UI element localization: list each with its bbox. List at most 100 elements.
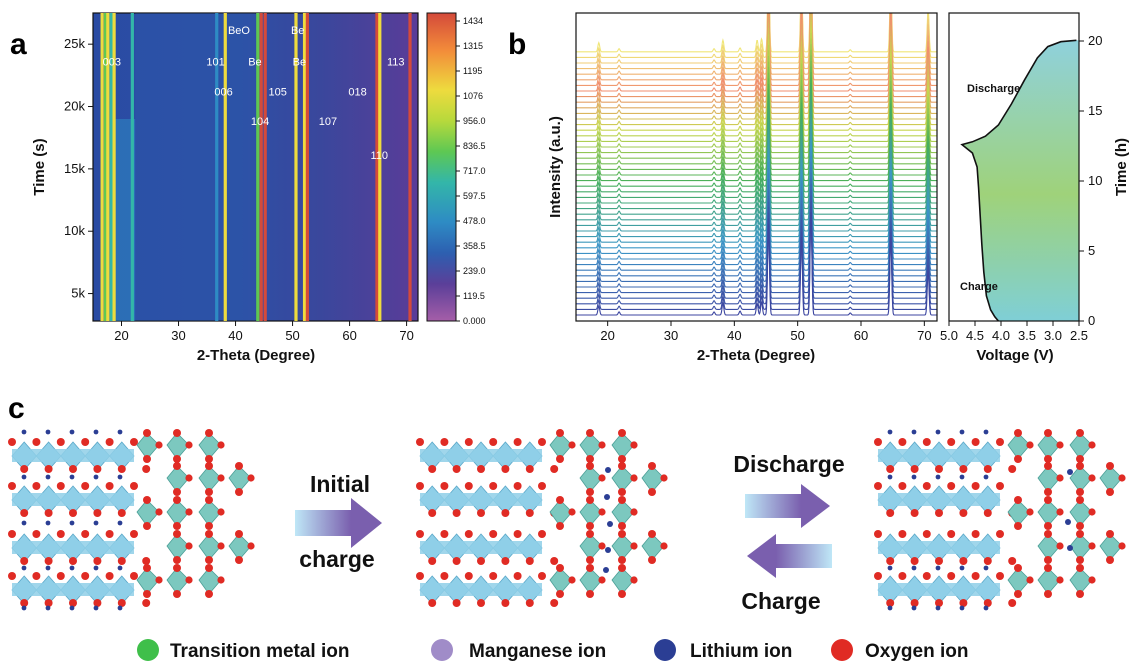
colorbar-tick-0: 1434 xyxy=(463,16,483,26)
layered-initial-li-0 xyxy=(21,429,27,435)
spinel-charged-o1-0-4 xyxy=(556,564,564,572)
spinel-initial-o3-0-4 xyxy=(143,590,151,598)
step-label-charge: Charge xyxy=(741,588,820,614)
spinel-discharged-o2-0-0 xyxy=(1026,441,1034,449)
layered-initial-o-top-0-3 xyxy=(81,438,90,446)
spinel-charged-o1-2-1 xyxy=(618,462,626,470)
spinel-initial-o1-1-4 xyxy=(173,564,181,572)
layered-discharged-o-bot-3-0 xyxy=(886,599,895,607)
layered-discharged-o-bot-0-4 xyxy=(983,465,992,473)
colorbar-tick-5: 836.5 xyxy=(463,141,486,151)
xrd-pattern-35 xyxy=(576,16,937,120)
layered-discharged-o-bot-2-3 xyxy=(959,557,968,565)
spinel-discharged-o3-1-3 xyxy=(1044,556,1052,564)
layered-charged-o-top-0-2 xyxy=(464,438,473,446)
spinel-discharged-o3-2-4 xyxy=(1076,590,1084,598)
layered-discharged-li-0 xyxy=(887,429,893,435)
heatmap-line-12 xyxy=(302,13,307,321)
heatmap-line-5 xyxy=(130,13,134,321)
xrd-pattern-6 xyxy=(576,178,937,282)
layered-initial-o-top-1-0 xyxy=(8,482,16,490)
peak-label-6: 113 xyxy=(387,56,405,68)
spinel-initial-o1-1-2 xyxy=(173,496,181,504)
heatmap-line-14 xyxy=(375,13,379,321)
spinel-charged-o2-0-4 xyxy=(568,576,576,584)
layered-initial-o-top-0-5 xyxy=(130,438,138,446)
layered-discharged-li-11 xyxy=(911,565,917,571)
layered-discharged-li-10 xyxy=(887,565,893,571)
layered-charged-o-bot-3-4 xyxy=(525,599,534,607)
colorbar-tick-1: 1315 xyxy=(463,41,483,51)
layered-initial-o-bot-3-4 xyxy=(117,599,126,607)
layered-discharged-o-top-1-5 xyxy=(996,482,1004,490)
heatmap-line-7 xyxy=(223,13,227,321)
xrd-x-tick-5: 70 xyxy=(917,328,931,343)
layered-initial-o-top-3-4 xyxy=(105,572,114,580)
layered-discharged-li-14 xyxy=(983,565,989,571)
heatmap-line-11 xyxy=(294,13,298,321)
step-label-charge-initial: charge xyxy=(299,546,374,572)
peak-label-11: 107 xyxy=(319,116,337,128)
spinel-initial-o3-3-1 xyxy=(235,488,243,496)
colorbar-tick-9: 358.5 xyxy=(463,241,486,251)
layered-initial-li-18 xyxy=(93,565,99,571)
xrd-pattern-37 xyxy=(576,13,937,109)
layered-discharged-o-bot-3-3 xyxy=(959,599,968,607)
xrd-pattern-2 xyxy=(576,200,937,305)
spinel-initial-o3-2-0 xyxy=(205,455,213,463)
heatmap-y-tick-2: 15k xyxy=(64,161,85,176)
spinel-initial-o1-2-1 xyxy=(205,462,213,470)
layered-initial-li-22 xyxy=(69,605,75,611)
spinel-discharged-o1-0-2 xyxy=(1014,496,1022,504)
layered-initial-o-bot-2-4 xyxy=(117,557,126,565)
spinel-charged-o2-1-1 xyxy=(598,474,606,482)
spinel-charged-o3-2-2 xyxy=(618,522,626,530)
layered-discharged-li-17 xyxy=(935,605,941,611)
layered-discharged-li-19 xyxy=(983,605,989,611)
spinel-discharged-o1-2-3 xyxy=(1076,530,1084,538)
layered-discharged-o-top-1-3 xyxy=(947,482,956,490)
spinel-discharged-o3-2-3 xyxy=(1076,556,1084,564)
spinel-discharged-o1-1-4 xyxy=(1044,564,1052,572)
spinel-charged-o3-0-0 xyxy=(556,455,564,463)
colorbar-tick-7: 597.5 xyxy=(463,191,486,201)
spinel-discharged-o2-2-3 xyxy=(1088,542,1096,550)
spinel-discharged-o3-1-1 xyxy=(1044,488,1052,496)
layered-discharged-o-top-2-3 xyxy=(947,530,956,538)
layered-initial-li-13 xyxy=(93,520,99,526)
spinel-discharged-o1-1-0 xyxy=(1044,429,1052,437)
layered-discharged-o-bot-0-2 xyxy=(935,465,943,473)
layered-initial-o-top-2-3 xyxy=(81,530,90,538)
discharge-arrow-head xyxy=(801,484,830,528)
xrd-pattern-38 xyxy=(576,13,937,103)
layered-charged-o-bot-2-5 xyxy=(550,557,559,565)
xrd-pattern-30 xyxy=(576,44,937,148)
layered-charged-o-bot-1-2 xyxy=(477,509,485,517)
layered-charged-slab-2 xyxy=(420,541,542,554)
heatmap-x-tick-2: 40 xyxy=(228,328,242,343)
layered-initial-o-bot-2-5 xyxy=(142,557,151,565)
heatmap-haze-band xyxy=(115,118,136,321)
spinel-discharged-o2-3-3 xyxy=(1118,542,1126,550)
layered-initial-o-bot-0-5 xyxy=(142,465,151,473)
charge-arrow-body xyxy=(776,544,832,568)
layered-discharged-o-top-3-2 xyxy=(922,572,931,580)
charge-arrow-head xyxy=(747,534,776,578)
layered-initial-o-top-3-0 xyxy=(8,572,16,580)
layered-initial-o-top-2-2 xyxy=(56,530,65,538)
layered-initial-o-bot-2-0 xyxy=(20,557,29,565)
xrd-pattern-0 xyxy=(576,212,937,316)
layered-initial-o-top-1-1 xyxy=(32,482,41,490)
layered-charged-slab-0 xyxy=(420,449,542,462)
layered-discharged-o-top-1-0 xyxy=(874,482,882,490)
discharge-arrow-body xyxy=(745,494,801,518)
spinel-discharged-o2-1-1 xyxy=(1056,474,1064,482)
spinel-charged-o3-1-2 xyxy=(586,522,594,530)
spinel-initial-o2-0-4 xyxy=(155,576,163,584)
spinel-discharged-li-0 xyxy=(1067,469,1073,475)
spinel-charged-o1-1-2 xyxy=(586,496,594,504)
layered-initial-o-bot-3-0 xyxy=(20,599,29,607)
annotation-charge: Charge xyxy=(960,281,998,293)
layered-discharged-o-bot-2-0 xyxy=(886,557,895,565)
